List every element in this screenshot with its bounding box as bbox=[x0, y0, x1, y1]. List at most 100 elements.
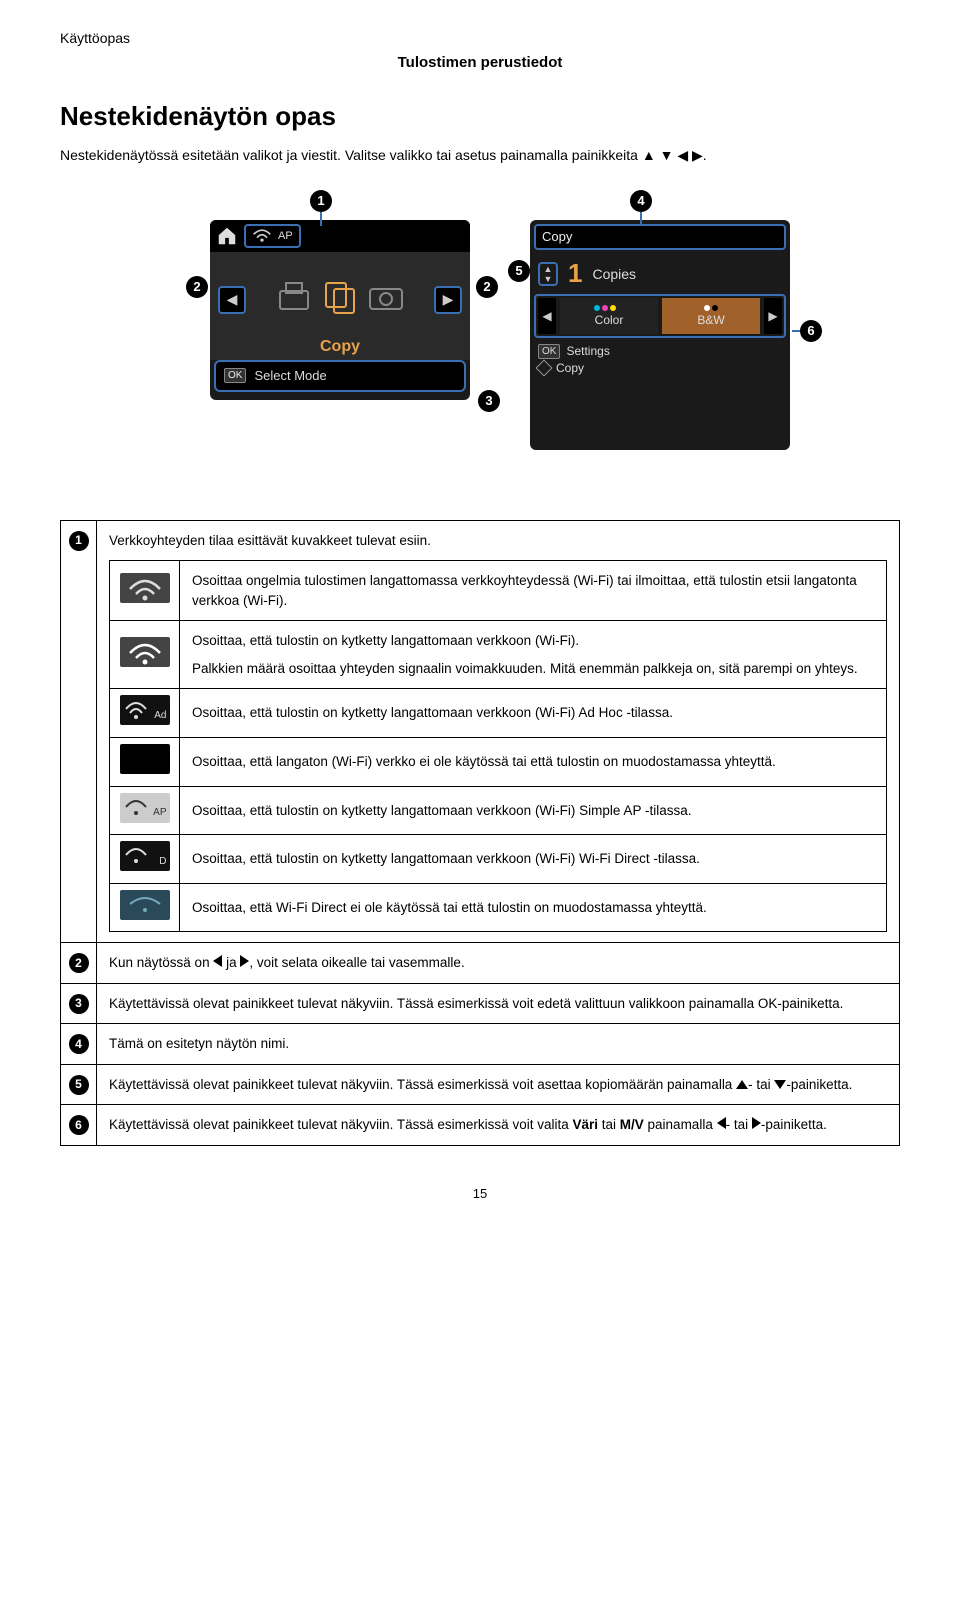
callout-2b: 2 bbox=[476, 276, 498, 298]
left-arrow-icon bbox=[213, 955, 222, 967]
wifi-connected-icon bbox=[120, 637, 170, 667]
color-left-button[interactable]: ◀ bbox=[538, 298, 556, 334]
row-num-2: 2 bbox=[69, 953, 89, 973]
copies-count: 1 bbox=[568, 258, 582, 289]
row-num-6: 6 bbox=[69, 1115, 89, 1135]
copies-label: Copies bbox=[592, 266, 636, 282]
r6-vari: Väri bbox=[572, 1117, 598, 1132]
wifi-connected-t2: Palkkien määrä osoittaa yhteyden signaal… bbox=[192, 659, 874, 679]
r6b: tai bbox=[598, 1117, 620, 1132]
color-label: Color bbox=[595, 313, 624, 327]
r6a: Käytettävissä olevat painikkeet tulevat … bbox=[109, 1117, 572, 1132]
intro-body: Nestekidenäytössä esitetään valikot ja v… bbox=[60, 147, 642, 163]
row-6-cell: Käytettävissä olevat painikkeet tulevat … bbox=[97, 1105, 900, 1146]
screen1-footer: OK Select Mode bbox=[214, 360, 466, 392]
row-num-5: 5 bbox=[69, 1075, 89, 1095]
callout-3: 3 bbox=[478, 390, 500, 412]
wifi-direct-off-icon bbox=[120, 890, 170, 920]
copy-icon bbox=[320, 277, 360, 317]
color-selector: ◀ Color B&W ▶ bbox=[534, 294, 786, 338]
doc-type: Käyttöopas bbox=[60, 30, 900, 46]
row-2-cell: Kun näytössä on ja , voit selata oikeall… bbox=[97, 943, 900, 984]
direct-label: D bbox=[159, 855, 166, 870]
wifi-icon bbox=[252, 228, 272, 244]
legend-table: 1 Verkkoyhteyden tilaa esittävät kuvakke… bbox=[60, 520, 900, 1146]
updown-arrows[interactable]: ▲▼ bbox=[538, 262, 558, 286]
bw-option[interactable]: B&W bbox=[662, 298, 760, 334]
nav-left-button[interactable]: ◀ bbox=[218, 286, 246, 314]
wifi-direct-off-desc: Osoittaa, että Wi-Fi Direct ei ole käytö… bbox=[180, 883, 887, 932]
r2b: ja bbox=[222, 955, 240, 970]
adhoc-label: Ad bbox=[154, 709, 166, 724]
r5a: Käytettävissä olevat painikkeet tulevat … bbox=[109, 1077, 736, 1092]
wifi-error-desc: Osoittaa ongelmia tulostimen langattomas… bbox=[180, 561, 887, 621]
wifi-error-icon bbox=[120, 573, 170, 603]
row-num-1: 1 bbox=[69, 531, 89, 551]
section-header: Tulostimen perustiedot bbox=[60, 54, 900, 71]
lcd-screen-home: AP ◀ ▶ Copy OK Select Mode bbox=[210, 220, 470, 400]
wifi-simpleap-icon: AP bbox=[120, 793, 170, 823]
right-arrow-icon-2 bbox=[752, 1117, 761, 1129]
wifi-adhoc-desc: Osoittaa, että tulostin on kytketty lang… bbox=[180, 689, 887, 738]
left-arrow-icon-2 bbox=[717, 1117, 726, 1129]
down-arrow-icon bbox=[774, 1080, 786, 1089]
row-1-cell: Verkkoyhteyden tilaa esittävät kuvakkeet… bbox=[97, 520, 900, 943]
r5b: - tai bbox=[748, 1077, 774, 1092]
callout-1: 1 bbox=[310, 190, 332, 212]
mode-label: Copy bbox=[210, 338, 470, 356]
color-option[interactable]: Color bbox=[560, 298, 658, 334]
copies-row: ▲▼ 1 Copies bbox=[530, 254, 790, 294]
copy-action-label: Copy bbox=[556, 361, 584, 375]
wifi-simpleap-desc: Osoittaa, että tulostin on kytketty lang… bbox=[180, 786, 887, 835]
select-mode-label: Select Mode bbox=[254, 368, 326, 383]
r6c: painamalla bbox=[644, 1117, 717, 1132]
wifi-direct-icon: D bbox=[120, 841, 170, 871]
wifi-off-desc: Osoittaa, että langaton (Wi-Fi) verkko e… bbox=[180, 737, 887, 786]
page-title: Nestekidenäytön opas bbox=[60, 101, 900, 132]
up-arrow-icon bbox=[736, 1080, 748, 1089]
wifi-status-strip: AP bbox=[244, 224, 301, 248]
page-number: 15 bbox=[60, 1186, 900, 1201]
row-4-cell: Tämä on esitetyn näytön nimi. bbox=[97, 1024, 900, 1065]
ok-badge: OK bbox=[224, 368, 246, 383]
r6d: - tai bbox=[726, 1117, 752, 1132]
right-arrow-icon bbox=[240, 955, 249, 967]
row-num-3: 3 bbox=[69, 994, 89, 1014]
home-icon bbox=[216, 225, 238, 247]
r5c: -painiketta. bbox=[786, 1077, 852, 1092]
row-1-head: Verkkoyhteyden tilaa esittävät kuvakkeet… bbox=[109, 531, 887, 551]
r2a: Kun näytössä on bbox=[109, 955, 213, 970]
ap-label: AP bbox=[153, 806, 166, 821]
diamond-icon bbox=[536, 359, 553, 376]
intro-text: Nestekidenäytössä esitetään valikot ja v… bbox=[60, 146, 900, 166]
lcd-diagram: 1 2 2 3 4 5 6 AP ◀ ▶ bbox=[130, 190, 830, 490]
fax-icon bbox=[274, 277, 314, 317]
arrow-glyphs: ▲ ▼ ◀ ▶. bbox=[642, 147, 707, 163]
wifi-ap-badge: AP bbox=[278, 230, 293, 242]
wifi-off-icon bbox=[120, 744, 170, 774]
wifi-adhoc-icon: Ad bbox=[120, 695, 170, 725]
bw-label: B&W bbox=[697, 313, 724, 327]
ok-badge-2: OK bbox=[538, 344, 560, 359]
camera-icon bbox=[366, 277, 406, 317]
callout-2a: 2 bbox=[186, 276, 208, 298]
settings-label: Settings bbox=[566, 344, 609, 358]
screen2-title: Copy bbox=[534, 224, 786, 250]
mode-icons bbox=[270, 262, 410, 332]
r6e: -painiketta. bbox=[761, 1117, 827, 1132]
screen1-mode-area: ◀ ▶ Copy bbox=[210, 252, 470, 360]
wifi-direct-desc: Osoittaa, että tulostin on kytketty lang… bbox=[180, 835, 887, 884]
callout-4: 4 bbox=[630, 190, 652, 212]
screen2-footer: OK Settings Copy bbox=[530, 338, 790, 381]
r6-mv: M/V bbox=[620, 1117, 644, 1132]
wifi-connected-desc: Osoittaa, että tulostin on kytketty lang… bbox=[180, 621, 887, 689]
callout-6: 6 bbox=[800, 320, 822, 342]
color-right-button[interactable]: ▶ bbox=[764, 298, 782, 334]
wifi-connected-t1: Osoittaa, että tulostin on kytketty lang… bbox=[192, 631, 874, 651]
lcd-screen-copy: Copy ▲▼ 1 Copies ◀ Color B&W ▶ OK Setting… bbox=[530, 220, 790, 450]
nav-right-button[interactable]: ▶ bbox=[434, 286, 462, 314]
icon-subtable: Osoittaa ongelmia tulostimen langattomas… bbox=[109, 560, 887, 932]
callout-5: 5 bbox=[508, 260, 530, 282]
row-num-4: 4 bbox=[69, 1034, 89, 1054]
r2c: , voit selata oikealle tai vasemmalle. bbox=[249, 955, 464, 970]
